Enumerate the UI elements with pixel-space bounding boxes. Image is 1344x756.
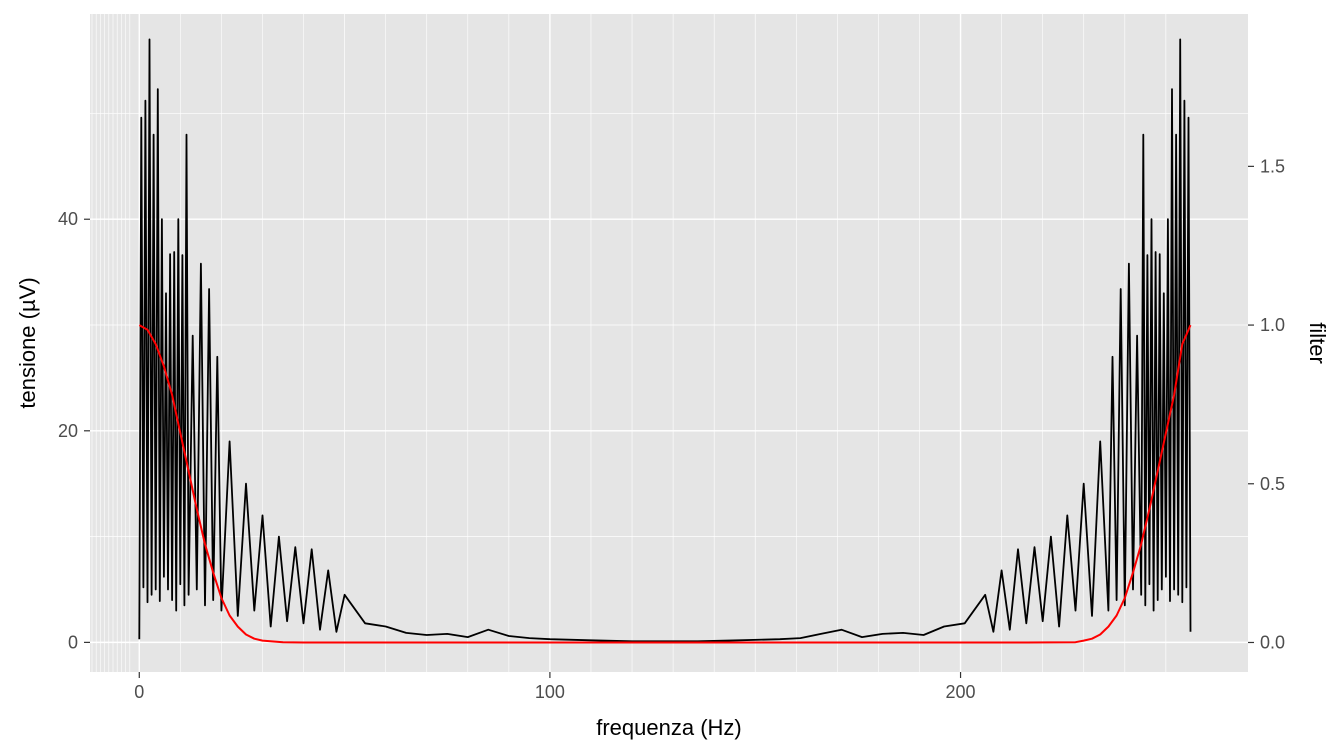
- y-axis-right: 0.0 0.5 1.0 1.5: [1248, 156, 1285, 652]
- x-axis-title: frequenza (Hz): [596, 715, 742, 740]
- x-tick-label: 0: [134, 682, 144, 702]
- series-line-spectrum: [138, 38, 1192, 643]
- y-axis-title: tensione (µV): [15, 277, 40, 408]
- plot-panel: [90, 14, 1248, 672]
- y-tick-label: 40: [58, 209, 78, 229]
- y2-tick-label: 1.5: [1260, 156, 1285, 176]
- series-layer: [138, 38, 1192, 644]
- y2-tick-label: 1.0: [1260, 315, 1285, 335]
- y-axis-left: 0 20 40: [58, 209, 90, 652]
- x-tick-label: 100: [535, 682, 565, 702]
- y2-tick-label: 0.5: [1260, 474, 1285, 494]
- x-tick-label: 200: [946, 682, 976, 702]
- x-axis: 0 100 200: [134, 672, 976, 702]
- y2-tick-label: 0.0: [1260, 632, 1285, 652]
- y-tick-label: 20: [58, 421, 78, 441]
- y-tick-label: 0: [68, 632, 78, 652]
- y2-axis-title: filter: [1305, 322, 1330, 364]
- series-line-filter: [138, 324, 1192, 644]
